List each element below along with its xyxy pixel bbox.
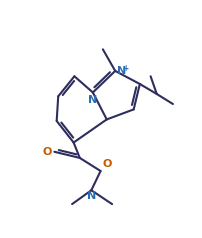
Text: O: O xyxy=(42,147,51,157)
Text: +: + xyxy=(122,64,128,73)
Text: N: N xyxy=(86,192,96,202)
Text: N: N xyxy=(88,95,97,105)
Text: N: N xyxy=(117,66,126,76)
Text: O: O xyxy=(102,159,111,169)
